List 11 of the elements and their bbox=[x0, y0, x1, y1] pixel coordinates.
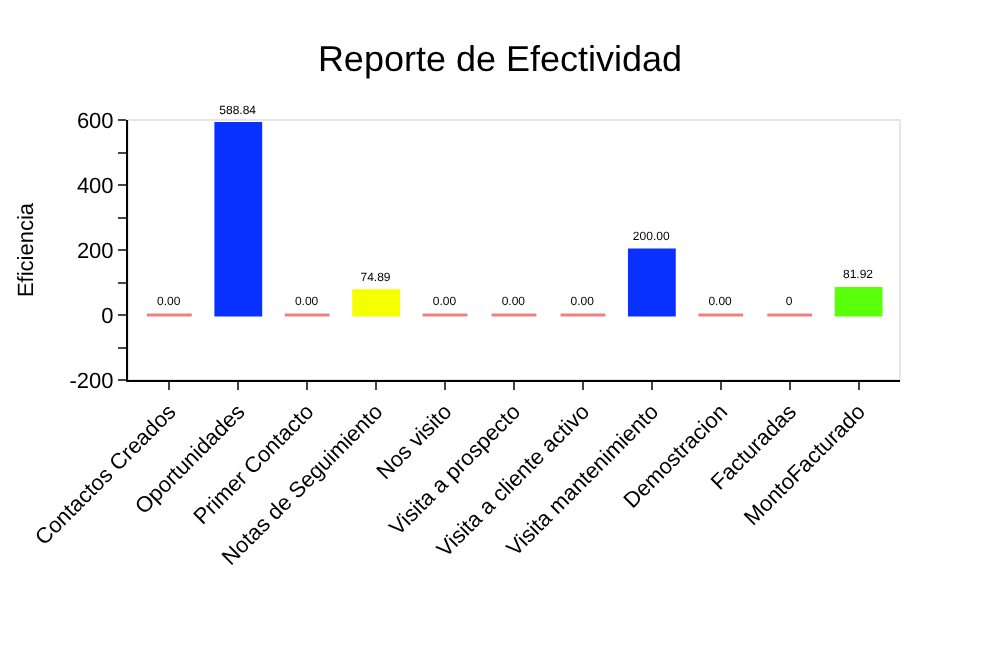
y-tick-label: 200 bbox=[76, 239, 114, 264]
bar bbox=[352, 289, 401, 317]
bar bbox=[834, 286, 883, 317]
y-tick-label: -200 bbox=[69, 369, 114, 394]
y-tick-label: 400 bbox=[76, 174, 114, 199]
chart-title: Reporte de Efectividad bbox=[317, 39, 683, 80]
bar bbox=[627, 248, 676, 317]
y-tick-label: 0 bbox=[101, 304, 114, 329]
y-tick-label: 600 bbox=[76, 109, 114, 134]
bar bbox=[214, 122, 263, 317]
y-axis-title: Eficiencia bbox=[14, 201, 39, 298]
